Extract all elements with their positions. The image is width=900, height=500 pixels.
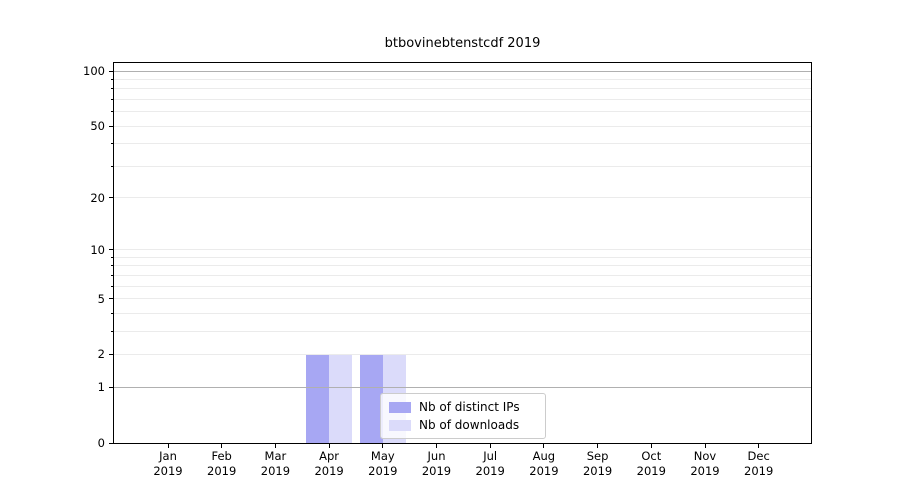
y-minor-tick-mark (111, 274, 113, 276)
y-tick-label: 100 (83, 64, 105, 78)
y-tick-label: 2 (97, 347, 105, 362)
minor-gridline (114, 285, 811, 287)
minor-gridline (114, 312, 811, 314)
legend-item-downloads: Nb of downloads (389, 418, 537, 432)
bar-downloads-apr-2019 (329, 354, 353, 443)
major-gridline (114, 70, 811, 72)
x-tick-mark (758, 444, 760, 448)
minor-gridline (114, 274, 811, 276)
chart-title: btbovinebtenstcdf 2019 (384, 36, 541, 51)
x-tick-label: Dec 2019 (744, 449, 774, 478)
x-tick-label: Sep 2019 (582, 449, 613, 478)
x-tick-mark (597, 444, 599, 448)
x-tick-label: Nov 2019 (690, 449, 720, 478)
y-tick-label: 10 (90, 242, 105, 257)
x-tick-mark (704, 444, 706, 448)
y-tick-mark (109, 386, 113, 388)
minor-gridline (114, 143, 811, 145)
y-tick-label: 0 (97, 436, 105, 450)
x-tick-label: Oct 2019 (636, 449, 666, 478)
minor-gridline (114, 78, 811, 80)
x-tick-mark (167, 444, 169, 448)
minor-gridline (114, 256, 811, 258)
minor-gridline (114, 88, 811, 90)
y-tick-label: 50 (90, 119, 105, 134)
minor-gridline (114, 111, 811, 113)
y-minor-tick-mark (111, 285, 113, 287)
y-minor-tick-mark (111, 298, 113, 300)
minor-gridline (114, 197, 811, 199)
x-tick-label: Feb 2019 (207, 449, 237, 478)
y-minor-tick-mark (111, 249, 113, 251)
minor-gridline (114, 249, 811, 251)
legend-label-downloads: Nb of downloads (419, 418, 520, 432)
legend-swatch-distinct-ips (389, 401, 411, 413)
y-tick-label: 20 (90, 190, 105, 205)
y-minor-tick-mark (111, 88, 113, 90)
y-tick-mark (109, 442, 113, 444)
y-minor-tick-mark (111, 111, 113, 113)
y-minor-tick-mark (111, 312, 113, 314)
y-minor-tick-mark (111, 330, 113, 332)
x-tick-label: May 2019 (368, 449, 398, 478)
minor-gridline (114, 98, 811, 100)
x-tick-mark (436, 444, 437, 448)
y-minor-tick-mark (111, 265, 113, 267)
y-minor-tick-mark (111, 98, 113, 100)
bar-distinct-ips-apr-2019 (306, 354, 330, 443)
minor-gridline (114, 125, 811, 127)
x-tick-mark (489, 444, 491, 448)
minor-gridline (114, 165, 811, 167)
x-tick-label: Jan 2019 (153, 449, 183, 478)
minor-gridline (114, 298, 811, 300)
x-tick-mark (382, 444, 384, 448)
y-minor-tick-mark (111, 165, 113, 167)
y-minor-tick-mark (111, 353, 113, 355)
legend-item-distinct-ips: Nb of distinct IPs (389, 400, 537, 414)
major-gridline (114, 386, 811, 388)
y-minor-tick-mark (111, 256, 113, 258)
x-tick-label: Jul 2019 (475, 449, 505, 478)
x-tick-mark (328, 444, 330, 448)
x-tick-label: Apr 2019 (314, 449, 344, 478)
y-tick-label: 1 (97, 380, 105, 395)
y-minor-tick-mark (111, 197, 113, 199)
y-minor-tick-mark (111, 125, 113, 127)
plot-area: Nb of distinct IPs Nb of downloads (113, 62, 812, 444)
x-tick-label: Aug 2019 (529, 449, 559, 478)
legend-label-distinct-ips: Nb of distinct IPs (419, 400, 520, 414)
y-tick-mark (109, 70, 113, 72)
x-tick-label: Jun 2019 (421, 449, 452, 478)
legend: Nb of distinct IPs Nb of downloads (380, 393, 546, 439)
minor-gridline (114, 353, 811, 355)
x-tick-mark (274, 444, 276, 448)
bar-distinct-ips-may-2019 (359, 354, 383, 443)
minor-gridline (114, 265, 811, 267)
x-tick-mark (650, 444, 652, 448)
x-tick-label: Mar 2019 (260, 449, 291, 478)
y-minor-tick-mark (111, 143, 113, 145)
legend-swatch-downloads (389, 419, 411, 431)
minor-gridline (114, 330, 811, 332)
x-tick-mark (543, 444, 545, 448)
y-minor-tick-mark (111, 78, 113, 80)
x-tick-mark (221, 444, 223, 448)
y-tick-label: 5 (97, 291, 105, 306)
